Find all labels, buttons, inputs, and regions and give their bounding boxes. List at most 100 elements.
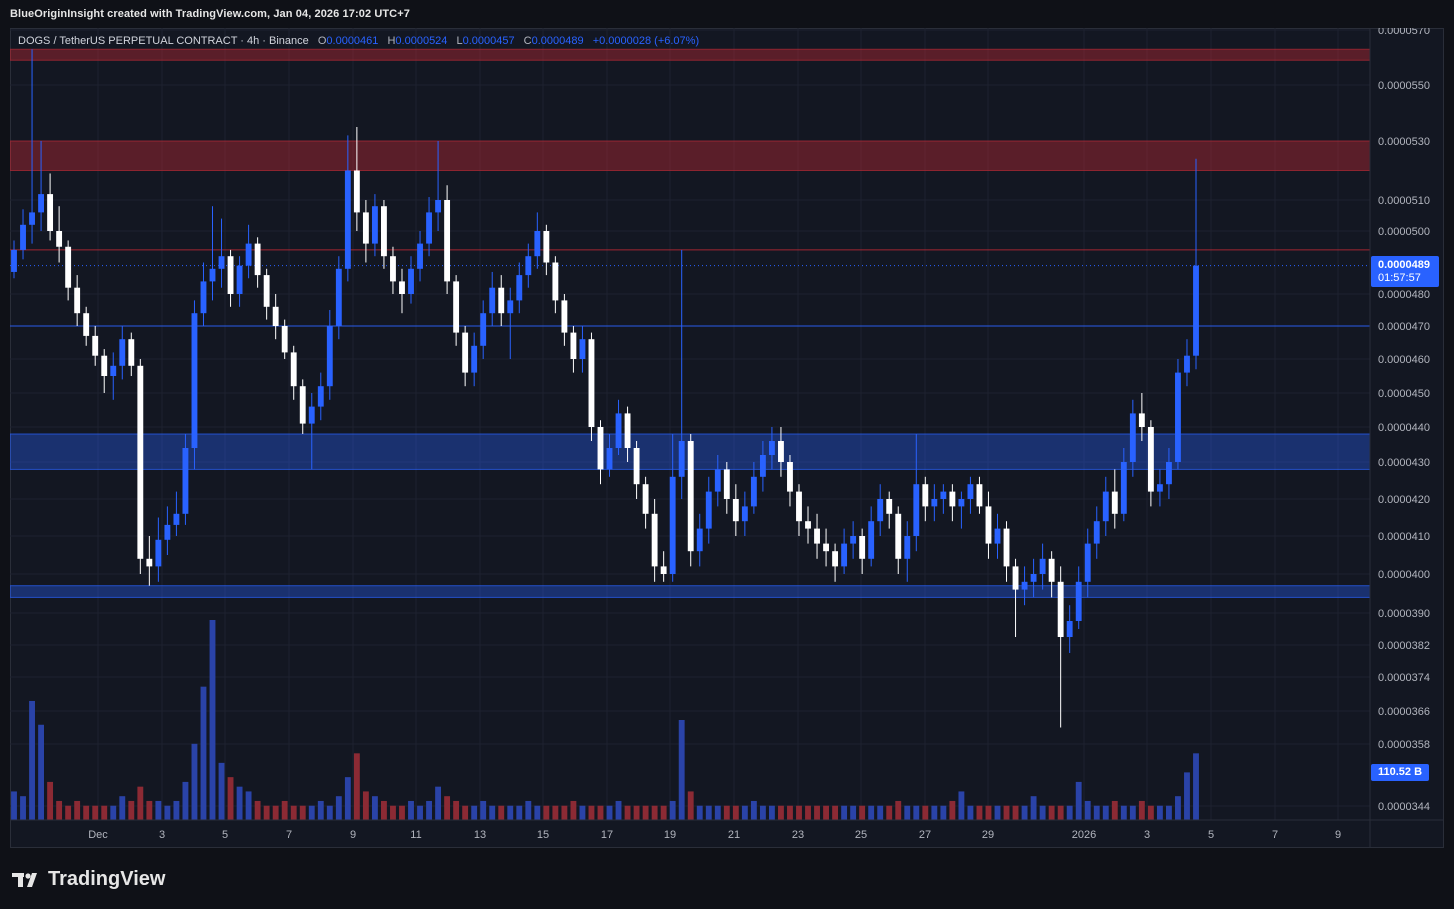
close-label: C <box>523 35 532 47</box>
candle-body <box>353 170 360 213</box>
candle-body <box>570 332 577 359</box>
candle-body <box>272 306 279 326</box>
y-tick-label: 0.0000420 <box>1378 494 1430 506</box>
y-tick-label: 0.0000530 <box>1378 136 1430 148</box>
candle-body <box>805 521 811 529</box>
candle-body <box>191 313 198 448</box>
volume-bar <box>1003 805 1010 820</box>
volume-bar <box>272 805 279 820</box>
volume-bar <box>119 796 126 820</box>
candle-body <box>633 448 640 485</box>
volume-bar <box>922 805 929 820</box>
volume-bar <box>426 800 432 820</box>
candle-body <box>399 281 405 294</box>
volume-bar <box>543 805 550 820</box>
x-tick-label: 21 <box>728 829 740 841</box>
candle-body <box>877 499 884 522</box>
volume-bar <box>895 800 902 820</box>
volume-bar <box>1030 796 1037 820</box>
volume-bar <box>832 805 839 820</box>
volume-bar <box>1084 800 1091 820</box>
volume-bar <box>191 743 198 820</box>
candle-body <box>597 427 604 470</box>
volume-bar <box>660 805 667 820</box>
volume-bar <box>669 800 676 820</box>
y-tick-label: 0.0000400 <box>1378 569 1430 581</box>
candle-body <box>453 281 460 333</box>
volume-bar <box>678 720 685 820</box>
candle-body <box>1156 484 1163 492</box>
candle-body <box>687 441 694 552</box>
candle-body <box>1057 581 1064 637</box>
candle-body <box>606 448 613 470</box>
candle-body <box>1066 621 1073 637</box>
volume-bar <box>1093 805 1100 820</box>
candle-body <box>1093 521 1100 544</box>
volume-bar <box>615 800 622 820</box>
footer: TradingView <box>0 848 1454 909</box>
tradingview-brand[interactable]: TradingView <box>12 868 165 891</box>
volume-bar <box>877 805 884 820</box>
candle-body <box>922 484 929 507</box>
volume-bar <box>155 800 162 820</box>
candle-body <box>227 256 234 294</box>
candlestick-chart[interactable]: 0.0000570 0.0000550 0.0000530 0.0000510 0.00… <box>10 28 1444 848</box>
volume-bar <box>778 805 784 820</box>
candle-body <box>561 300 568 333</box>
volume-bar <box>444 796 451 820</box>
candle-body <box>940 491 947 499</box>
candle-body <box>1039 558 1046 574</box>
candle-body <box>525 256 532 276</box>
y-tick-label: 0.0000570 <box>1378 28 1430 37</box>
y-tick-label: 0.0000460 <box>1378 354 1430 366</box>
volume-bar <box>588 805 595 820</box>
candle-body <box>651 513 658 567</box>
volume-bar <box>453 800 460 820</box>
candle-body <box>101 355 108 376</box>
candle-body <box>976 484 983 507</box>
volume-bar <box>687 791 694 820</box>
volume-bar <box>994 805 1001 820</box>
x-tick-label: 13 <box>474 829 486 841</box>
y-tick-label: 0.0000450 <box>1378 388 1430 400</box>
volume-bar <box>254 800 261 820</box>
candle-body <box>543 231 550 263</box>
candle-body <box>146 558 153 567</box>
volume-bar <box>371 796 378 820</box>
volume-bar <box>606 805 613 820</box>
candle-body <box>985 506 992 544</box>
candle-body <box>723 469 730 499</box>
candle-body <box>137 365 144 559</box>
candle-body <box>254 243 261 276</box>
volume-bar <box>507 805 514 820</box>
high-value: 0.0000524 <box>395 35 448 47</box>
candle-body <box>1048 558 1055 582</box>
resistance-zone-1 <box>10 140 1371 171</box>
y-tick-label: 0.0000358 <box>1378 739 1430 751</box>
candle-body <box>498 287 505 314</box>
volume-bar <box>38 724 45 820</box>
volume-bar <box>399 805 405 820</box>
candle-body <box>371 206 378 244</box>
candle-body <box>92 335 99 356</box>
volume-bar <box>868 805 875 820</box>
candle-body <box>787 462 793 492</box>
volume-bar <box>642 805 649 820</box>
candle-body <box>507 300 514 314</box>
volume-bar <box>967 805 974 820</box>
volume-bar <box>281 800 288 820</box>
candle-body <box>47 194 54 231</box>
candle-body <box>20 224 26 250</box>
volume-bar <box>841 805 848 820</box>
candle-body <box>552 262 559 301</box>
volume-bar <box>723 805 730 820</box>
volume-bar <box>1175 796 1181 820</box>
x-tick-label: 23 <box>792 829 804 841</box>
volume-bar <box>633 805 640 820</box>
candle-body <box>967 484 974 499</box>
x-tick-label: 29 <box>982 829 994 841</box>
candle-body <box>778 441 784 462</box>
y-tick-label: 0.0000550 <box>1378 80 1430 92</box>
volume-bar <box>344 777 351 820</box>
volume-bar <box>750 800 757 820</box>
